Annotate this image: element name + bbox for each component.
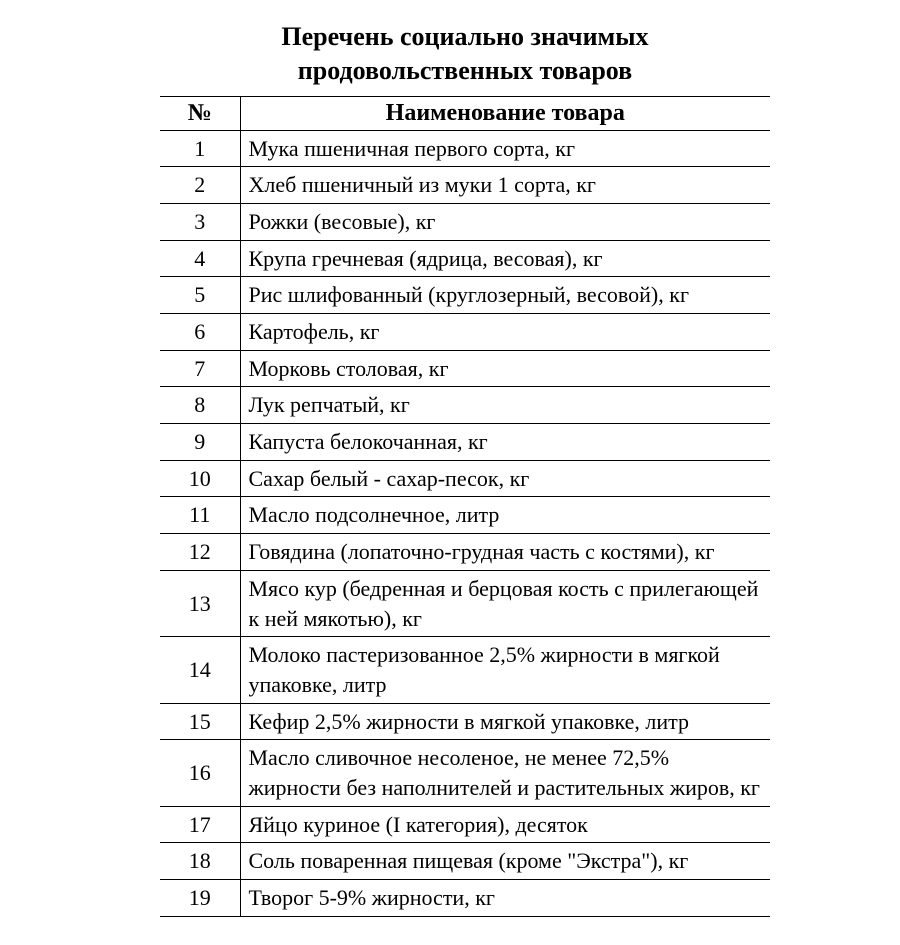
table-row: 16Масло сливочное несоленое, не менее 72…	[160, 740, 770, 806]
cell-num: 19	[160, 880, 240, 917]
table-row: 1Мука пшеничная первого сорта, кг	[160, 130, 770, 167]
cell-num: 6	[160, 314, 240, 351]
cell-num: 17	[160, 806, 240, 843]
cell-name: Говядина (лопаточно-грудная часть с кост…	[240, 534, 770, 571]
cell-name: Капуста белокочанная, кг	[240, 424, 770, 461]
table-header-row: № Наименование товара	[160, 96, 770, 130]
cell-name: Лук репчатый, кг	[240, 387, 770, 424]
table-row: 5Рис шлифованный (круглозерный, весовой)…	[160, 277, 770, 314]
cell-num: 14	[160, 637, 240, 703]
table-body: 1Мука пшеничная первого сорта, кг 2Хлеб …	[160, 130, 770, 916]
cell-name: Соль поваренная пищевая (кроме "Экстра")…	[240, 843, 770, 880]
table-row: 13Мясо кур (бедренная и берцовая кость с…	[160, 570, 770, 636]
cell-name: Мясо кур (бедренная и берцовая кость с п…	[240, 570, 770, 636]
header-name: Наименование товара	[240, 96, 770, 130]
goods-table: № Наименование товара 1Мука пшеничная пе…	[160, 96, 770, 917]
cell-name: Крупа гречневая (ядрица, весовая), кг	[240, 240, 770, 277]
cell-num: 15	[160, 703, 240, 740]
cell-num: 4	[160, 240, 240, 277]
header-num: №	[160, 96, 240, 130]
cell-num: 12	[160, 534, 240, 571]
table-row: 12Говядина (лопаточно-грудная часть с ко…	[160, 534, 770, 571]
table-row: 8Лук репчатый, кг	[160, 387, 770, 424]
title-line-2: продовольственных товаров	[298, 56, 632, 85]
cell-num: 13	[160, 570, 240, 636]
cell-name: Мука пшеничная первого сорта, кг	[240, 130, 770, 167]
cell-num: 3	[160, 203, 240, 240]
table-row: 6Картофель, кг	[160, 314, 770, 351]
cell-num: 8	[160, 387, 240, 424]
cell-num: 1	[160, 130, 240, 167]
cell-name: Масло подсолнечное, литр	[240, 497, 770, 534]
table-row: 15Кефир 2,5% жирности в мягкой упаковке,…	[160, 703, 770, 740]
title-line-1: Перечень социально значимых	[281, 22, 648, 51]
cell-num: 5	[160, 277, 240, 314]
table-row: 11Масло подсолнечное, литр	[160, 497, 770, 534]
table-row: 7Морковь столовая, кг	[160, 350, 770, 387]
table-row: 4Крупа гречневая (ядрица, весовая), кг	[160, 240, 770, 277]
table-row: 10Сахар белый - сахар-песок, кг	[160, 460, 770, 497]
cell-num: 18	[160, 843, 240, 880]
cell-name: Хлеб пшеничный из муки 1 сорта, кг	[240, 167, 770, 204]
table-row: 14Молоко пастеризованное 2,5% жирности в…	[160, 637, 770, 703]
table-row: 19Творог 5-9% жирности, кг	[160, 880, 770, 917]
cell-num: 7	[160, 350, 240, 387]
cell-name: Морковь столовая, кг	[240, 350, 770, 387]
cell-name: Яйцо куриное (I категория), десяток	[240, 806, 770, 843]
table-row: 18Соль поваренная пищевая (кроме "Экстра…	[160, 843, 770, 880]
table-row: 2Хлеб пшеничный из муки 1 сорта, кг	[160, 167, 770, 204]
cell-name: Рожки (весовые), кг	[240, 203, 770, 240]
table-row: 17Яйцо куриное (I категория), десяток	[160, 806, 770, 843]
cell-num: 9	[160, 424, 240, 461]
cell-num: 2	[160, 167, 240, 204]
cell-name: Творог 5-9% жирности, кг	[240, 880, 770, 917]
cell-name: Кефир 2,5% жирности в мягкой упаковке, л…	[240, 703, 770, 740]
table-row: 9Капуста белокочанная, кг	[160, 424, 770, 461]
document-title: Перечень социально значимых продовольств…	[160, 20, 770, 88]
cell-name: Картофель, кг	[240, 314, 770, 351]
cell-num: 11	[160, 497, 240, 534]
cell-num: 16	[160, 740, 240, 806]
cell-name: Сахар белый - сахар-песок, кг	[240, 460, 770, 497]
cell-name: Молоко пастеризованное 2,5% жирности в м…	[240, 637, 770, 703]
cell-num: 10	[160, 460, 240, 497]
cell-name: Рис шлифованный (круглозерный, весовой),…	[240, 277, 770, 314]
cell-name: Масло сливочное несоленое, не менее 72,5…	[240, 740, 770, 806]
table-row: 3Рожки (весовые), кг	[160, 203, 770, 240]
